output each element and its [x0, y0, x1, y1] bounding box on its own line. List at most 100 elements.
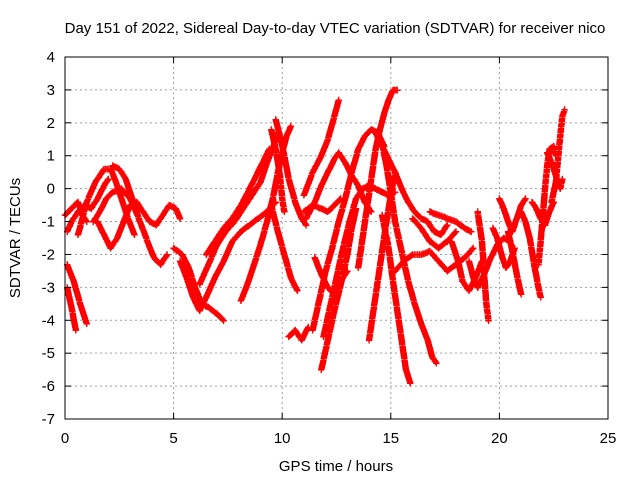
data-point: + — [141, 208, 148, 222]
data-point: + — [510, 244, 517, 258]
data-point: + — [105, 237, 112, 251]
data-point: + — [310, 196, 317, 210]
data-point: + — [377, 132, 384, 146]
data-point: + — [128, 195, 135, 209]
data-point: + — [393, 222, 400, 236]
data-point: + — [273, 129, 280, 143]
data-point: + — [469, 268, 476, 282]
data-point: + — [264, 213, 271, 227]
data-point: + — [81, 198, 88, 212]
data-point: + — [379, 137, 386, 151]
data-point: + — [464, 222, 471, 236]
data-point: + — [546, 205, 553, 219]
data-point: + — [260, 154, 267, 168]
data-point: + — [534, 204, 541, 218]
data-point: + — [137, 216, 144, 230]
data-point: + — [268, 124, 275, 138]
data-point: + — [544, 157, 551, 171]
data-point: + — [477, 259, 484, 273]
data-point: + — [453, 250, 460, 264]
data-point: + — [536, 248, 543, 262]
data-point: + — [496, 192, 503, 206]
data-point: + — [389, 199, 396, 213]
data-point: + — [324, 310, 331, 324]
data-point: + — [426, 217, 433, 231]
data-point: + — [379, 243, 386, 257]
data-point: + — [243, 220, 250, 234]
data-point: + — [510, 222, 517, 236]
data-point: + — [513, 213, 520, 227]
data-point: + — [285, 261, 292, 275]
data-point: + — [429, 222, 436, 236]
data-point: + — [244, 276, 251, 290]
data-point: + — [322, 203, 329, 217]
data-point: + — [492, 241, 499, 255]
data-point: + — [536, 285, 543, 299]
data-point: + — [400, 346, 407, 360]
data-point: + — [322, 342, 329, 356]
data-point: + — [313, 190, 320, 204]
data-point: + — [284, 258, 291, 272]
data-point: + — [320, 350, 327, 364]
data-point: + — [273, 173, 280, 187]
data-point: + — [269, 203, 276, 217]
data-point: + — [491, 225, 498, 239]
data-point: + — [346, 164, 353, 178]
data-point: + — [511, 253, 518, 267]
data-point: + — [94, 208, 101, 222]
data-point: + — [335, 285, 342, 299]
data-point: + — [498, 196, 505, 210]
data-point: + — [187, 284, 194, 298]
data-point: + — [502, 207, 509, 221]
data-point: + — [475, 214, 482, 228]
data-point: + — [110, 169, 117, 183]
data-point: + — [67, 266, 74, 280]
data-point: + — [539, 211, 546, 225]
data-point: + — [538, 217, 545, 231]
data-point: + — [497, 245, 504, 259]
data-point: + — [479, 244, 486, 258]
data-point: + — [472, 271, 479, 285]
data-point: + — [556, 139, 563, 153]
data-point: + — [481, 275, 488, 289]
data-point: + — [396, 235, 403, 249]
data-point: + — [536, 246, 543, 260]
data-point: + — [339, 268, 346, 282]
data-point: + — [311, 312, 318, 326]
data-point: + — [367, 179, 374, 193]
data-point: + — [247, 180, 254, 194]
data-point: + — [237, 198, 244, 212]
data-point: + — [181, 266, 188, 280]
data-point: + — [464, 282, 471, 296]
data-point: + — [358, 234, 365, 248]
data-point: + — [279, 143, 286, 157]
data-point: + — [375, 269, 382, 283]
data-point: + — [111, 170, 118, 184]
series-arc-33: ++++++++++++++++++++++++++++++++++++++++… — [448, 234, 486, 297]
data-point: + — [442, 211, 449, 225]
series-arc-12: ++++++++++++++++++++++++++++++++++++++++… — [203, 142, 273, 261]
data-point: + — [112, 173, 119, 187]
data-point: + — [552, 175, 559, 189]
data-point: + — [538, 222, 545, 236]
data-point: + — [126, 214, 133, 228]
data-point: + — [450, 242, 457, 256]
data-point: + — [328, 119, 335, 133]
data-point: + — [267, 145, 274, 159]
data-point: + — [385, 199, 392, 213]
data-point: + — [402, 264, 409, 278]
data-point: + — [329, 311, 336, 325]
data-point: + — [473, 278, 480, 292]
data-point: + — [535, 251, 542, 265]
data-point: + — [71, 278, 78, 292]
data-point: + — [129, 198, 136, 212]
data-point: + — [218, 257, 225, 271]
data-point: + — [485, 312, 492, 326]
series-arc-34: ++++++++++++++++++++++++++++++++++++++++… — [465, 231, 514, 294]
data-point: + — [203, 246, 210, 260]
data-point: + — [392, 293, 399, 307]
data-point: + — [507, 220, 514, 234]
data-point: + — [386, 179, 393, 193]
data-point: + — [322, 262, 329, 276]
series-arc-28: ++++++++++++++++++++++++++++++++++++++++… — [378, 208, 413, 390]
